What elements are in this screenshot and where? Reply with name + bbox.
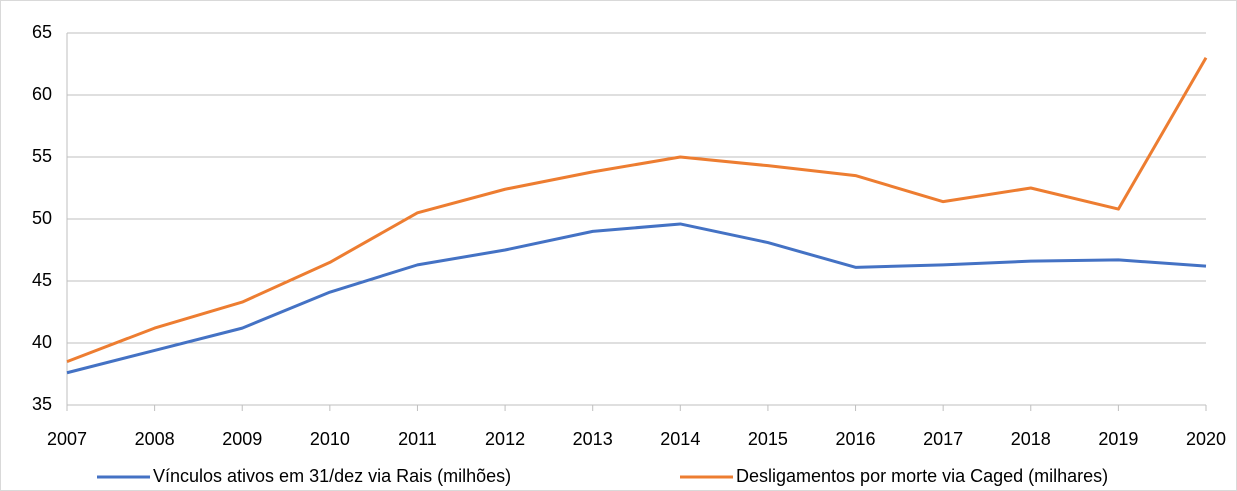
x-tick-label: 2019 [1098,429,1138,449]
y-tick-label: 60 [32,84,52,104]
x-tick-label: 2012 [485,429,525,449]
series-line [66,222,1207,375]
x-tick-label: 2011 [398,429,437,449]
y-tick-label: 35 [32,394,52,414]
y-tick-label: 65 [32,22,52,42]
x-tick-label: 2014 [660,429,700,449]
y-tick-label: 45 [32,270,52,290]
legend-label: Vínculos ativos em 31/dez via Rais (milh… [153,466,511,486]
x-tick-label: 2020 [1186,429,1226,449]
x-tick-label: 2009 [222,429,262,449]
x-tick-label: 2015 [748,429,788,449]
y-tick-label: 50 [32,208,52,228]
legend-label: Desligamentos por morte via Caged (milha… [736,466,1108,486]
x-tick-label: 2017 [923,429,963,449]
x-tick-label: 2008 [135,429,175,449]
y-tick-label: 55 [32,146,52,166]
y-tick-label: 40 [32,332,52,352]
x-tick-label: 2018 [1011,429,1051,449]
x-tick-label: 2010 [310,429,350,449]
x-tick-label: 2007 [47,429,87,449]
series-line [66,57,1208,364]
x-tick-label: 2013 [573,429,613,449]
x-tick-label: 2016 [836,429,876,449]
